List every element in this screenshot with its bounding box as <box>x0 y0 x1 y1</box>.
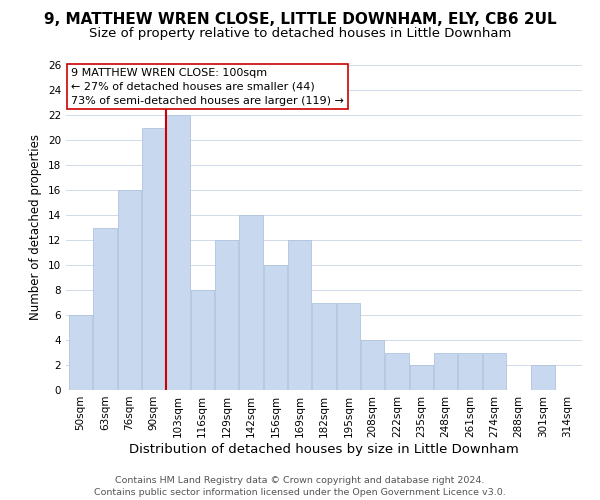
Bar <box>410 365 433 390</box>
Bar <box>458 352 482 390</box>
Bar <box>385 352 409 390</box>
Text: Contains HM Land Registry data © Crown copyright and database right 2024.: Contains HM Land Registry data © Crown c… <box>115 476 485 485</box>
Text: Size of property relative to detached houses in Little Downham: Size of property relative to detached ho… <box>89 28 511 40</box>
Bar <box>264 265 287 390</box>
Bar <box>94 228 116 390</box>
Bar <box>118 190 141 390</box>
X-axis label: Distribution of detached houses by size in Little Downham: Distribution of detached houses by size … <box>129 442 519 456</box>
Bar <box>434 352 457 390</box>
Bar <box>215 240 238 390</box>
Y-axis label: Number of detached properties: Number of detached properties <box>29 134 43 320</box>
Text: 9 MATTHEW WREN CLOSE: 100sqm
← 27% of detached houses are smaller (44)
73% of se: 9 MATTHEW WREN CLOSE: 100sqm ← 27% of de… <box>71 68 344 106</box>
Bar <box>69 315 92 390</box>
Bar <box>191 290 214 390</box>
Bar <box>288 240 311 390</box>
Bar <box>142 128 165 390</box>
Bar <box>337 302 360 390</box>
Bar <box>361 340 384 390</box>
Text: Contains public sector information licensed under the Open Government Licence v3: Contains public sector information licen… <box>94 488 506 497</box>
Bar <box>313 302 335 390</box>
Bar <box>239 215 263 390</box>
Bar <box>532 365 554 390</box>
Text: 9, MATTHEW WREN CLOSE, LITTLE DOWNHAM, ELY, CB6 2UL: 9, MATTHEW WREN CLOSE, LITTLE DOWNHAM, E… <box>44 12 556 28</box>
Bar <box>166 115 190 390</box>
Bar <box>483 352 506 390</box>
